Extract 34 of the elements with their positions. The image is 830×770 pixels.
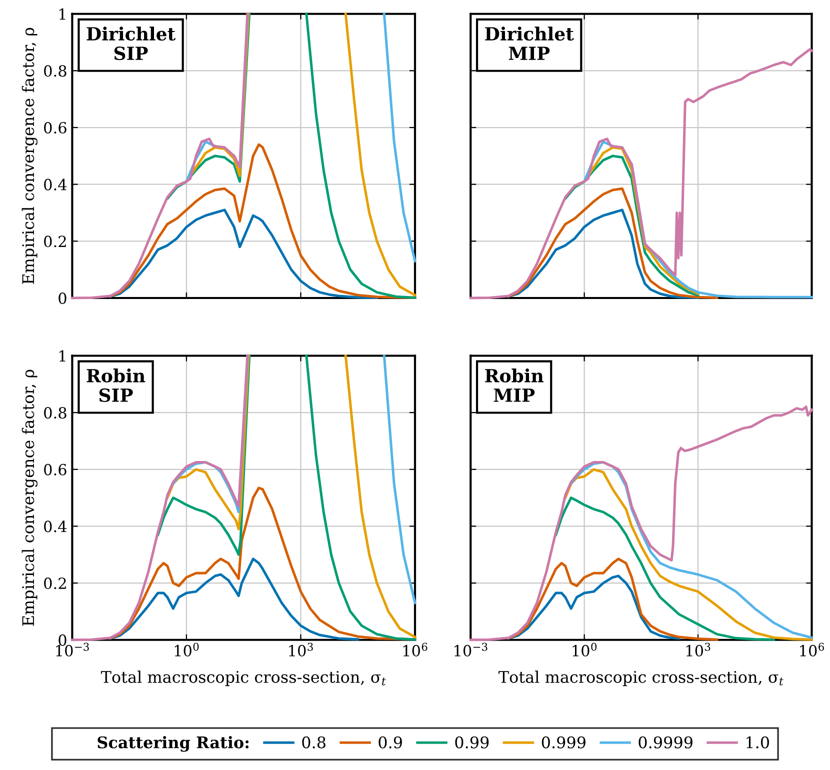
y-tick-label: 0.8 <box>44 65 66 77</box>
y-tick-label: 0.6 <box>44 122 66 134</box>
legend-label: 1.0 <box>746 736 769 748</box>
y-tick-label: 0.2 <box>44 578 66 590</box>
x-tick-label: 10$^{0}$ <box>572 642 597 656</box>
x-axis-title: Total macroscopic cross-section, σ$_{t}$ <box>498 670 784 686</box>
y-tick-label: 0 <box>58 292 66 304</box>
x-tick-label: 10$^{3}$ <box>289 642 313 656</box>
legend-label: 0.8 <box>302 736 326 748</box>
y-axis-title: Empirical convergence factor, ρ <box>22 370 38 626</box>
legend-label: 0.9999 <box>638 736 692 748</box>
x-tick-label: 10$^{3}$ <box>686 642 710 656</box>
x-tick-label: 10$^{−3}$ <box>454 642 488 656</box>
y-tick-label: 0.2 <box>44 236 66 248</box>
x-axis-title: Total macroscopic cross-section, σ$_{t}$ <box>100 670 386 686</box>
y-tick-label: 0.8 <box>44 407 66 419</box>
y-tick-label: 1 <box>59 8 66 20</box>
text: Dirichlet MIP <box>485 26 574 60</box>
y-tick-label: 1 <box>59 350 66 362</box>
y-tick-label: 0.4 <box>44 520 67 532</box>
text: Dirichlet SIP <box>86 26 176 60</box>
text: Robin MIP <box>485 368 544 402</box>
x-tick-label: 10$^{0}$ <box>174 642 199 656</box>
y-tick-label: 0 <box>58 634 66 646</box>
x-tick-label: 10$^{6}$ <box>800 642 824 656</box>
legend-label: 0.9 <box>378 736 402 748</box>
legend-label: 0.99 <box>455 736 489 748</box>
y-tick-label: 0.6 <box>44 464 66 476</box>
text: Robin SIP <box>86 368 146 402</box>
legend-label: 0.999 <box>542 736 586 748</box>
y-tick-label: 0.4 <box>44 178 67 190</box>
legend-title: Scattering Ratio: <box>98 736 249 752</box>
y-axis-title: Empirical convergence factor, ρ <box>22 28 38 284</box>
x-tick-label: 10$^{6}$ <box>403 642 428 656</box>
